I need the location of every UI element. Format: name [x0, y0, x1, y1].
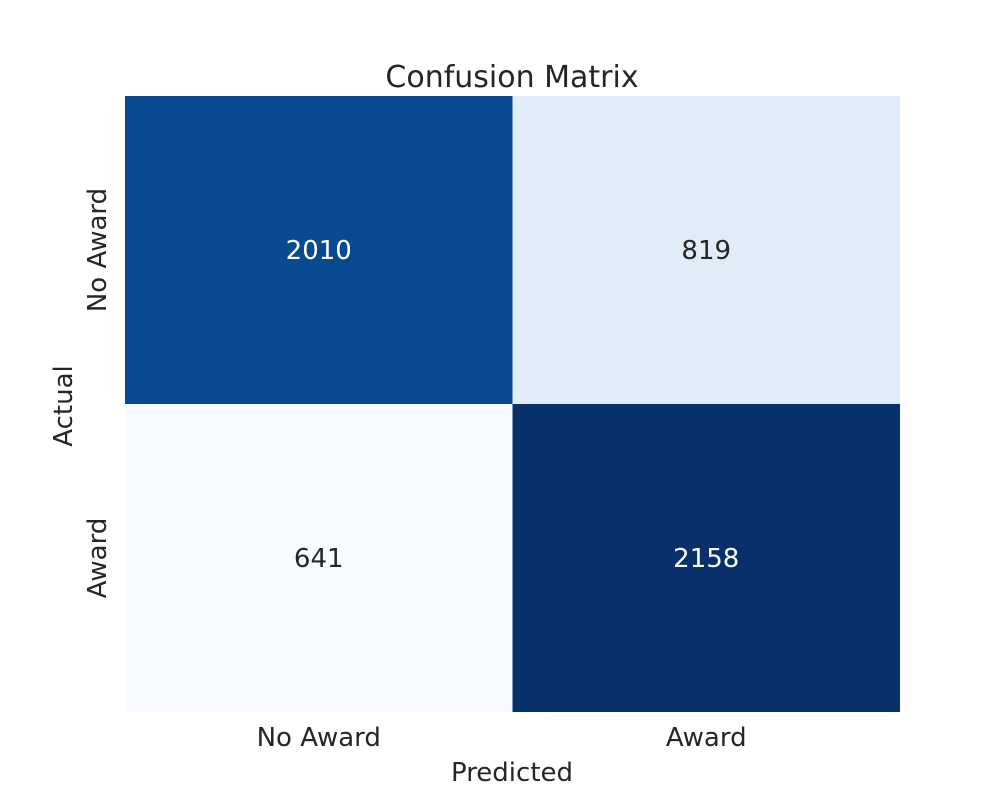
cell-value-label-r0-c1: 819 [681, 236, 731, 266]
cell-value-label-r1-c1: 2158 [673, 544, 739, 574]
heatmap-cell-r0-c0 [125, 96, 513, 404]
x-axis-ticks: No Award Award [257, 723, 747, 753]
heatmap-cell-r1-c1 [512, 404, 900, 712]
cell-value-label-r0-c0: 2010 [286, 236, 352, 266]
heatmap-cells: 2010 819 641 2158 [125, 96, 900, 712]
cell-value-label-r1-c0: 641 [294, 544, 344, 574]
chart-title: Confusion Matrix [385, 60, 638, 95]
x-tick-label-0: No Award [257, 723, 381, 753]
heatmap-cell-r1-c0 [125, 404, 513, 712]
y-tick-label-0: No Award [83, 188, 113, 312]
y-axis-ticks: No Award Award [83, 188, 113, 598]
x-tick-label-1: Award [666, 723, 747, 753]
y-axis-label: Actual [49, 365, 79, 446]
y-tick-label-1: Award [83, 518, 113, 599]
heatmap-cell-r0-c1 [512, 96, 900, 404]
x-axis-label: Predicted [451, 758, 573, 788]
